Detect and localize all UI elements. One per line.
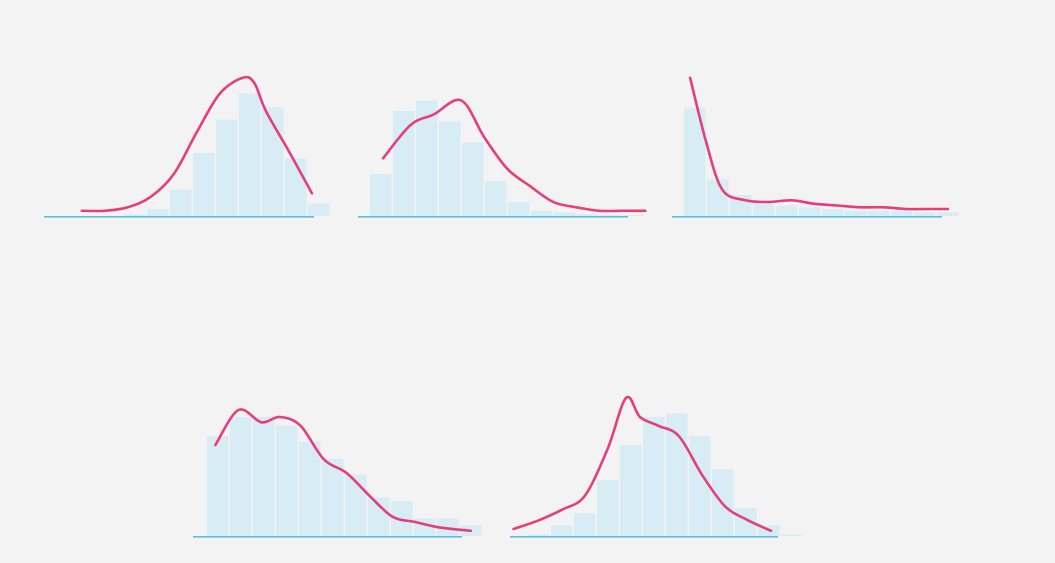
histogram-bar xyxy=(370,174,392,216)
histogram-bar xyxy=(345,474,367,536)
histogram-bar xyxy=(891,210,913,216)
histogram-bar xyxy=(551,525,573,536)
histogram-bar xyxy=(597,480,619,536)
histogram-bar xyxy=(147,209,169,216)
histogram-bar xyxy=(528,534,550,536)
histogram-4 xyxy=(193,408,482,538)
histogram-bar xyxy=(776,205,798,216)
density-curve xyxy=(512,395,773,533)
histogram-bar xyxy=(322,459,344,536)
histogram-bar xyxy=(285,158,307,216)
histogram-bar xyxy=(684,107,706,216)
histogram-bar xyxy=(253,417,275,536)
histogram-bar xyxy=(707,179,729,216)
histogram-bar xyxy=(600,215,622,216)
histogram-bar xyxy=(689,436,711,536)
histogram-bar xyxy=(393,111,415,216)
histogram-bar xyxy=(781,534,803,536)
histogram-bar xyxy=(170,189,192,216)
histogram-bar xyxy=(416,100,438,216)
histogram-2 xyxy=(358,98,647,218)
histogram-bar xyxy=(937,212,959,216)
histogram-bar xyxy=(299,441,321,536)
histogram-bar xyxy=(822,209,844,216)
histogram-bar xyxy=(508,202,530,216)
density-curve xyxy=(214,408,473,533)
histogram-bar xyxy=(368,497,390,536)
histogram-bar xyxy=(485,181,507,216)
histogram-bar xyxy=(577,214,599,216)
density-curve xyxy=(688,76,950,211)
histogram-bar xyxy=(462,142,484,216)
histogram-bar xyxy=(439,121,461,216)
histogram-5 xyxy=(510,395,803,538)
histogram-bar xyxy=(207,436,229,536)
histogram-bar xyxy=(666,413,688,536)
histogram-bar xyxy=(193,153,215,216)
histogram-3 xyxy=(672,76,959,218)
histogram-1 xyxy=(44,75,330,218)
histogram-bar xyxy=(308,203,330,216)
histogram-bar xyxy=(239,93,261,216)
histogram-bar xyxy=(845,210,867,216)
histogram-bar xyxy=(574,513,596,536)
density-curve xyxy=(80,75,314,213)
density-curve xyxy=(381,98,647,213)
histogram-bar xyxy=(914,212,936,216)
histogram-bar xyxy=(216,119,238,216)
histogram-bar xyxy=(753,203,775,216)
histogram-bar xyxy=(643,417,665,536)
histogram-bar xyxy=(799,207,821,216)
histogram-bar xyxy=(623,215,645,216)
histogram-bar xyxy=(868,210,890,216)
histogram-bar xyxy=(735,508,757,536)
histogram-bar xyxy=(276,425,298,536)
histogram-bar xyxy=(531,210,553,216)
histogram-bar xyxy=(391,501,413,536)
histogram-bar xyxy=(620,445,642,536)
histogram-bar xyxy=(554,212,576,216)
histogram-bar xyxy=(230,417,252,536)
histogram-bar xyxy=(124,214,146,216)
